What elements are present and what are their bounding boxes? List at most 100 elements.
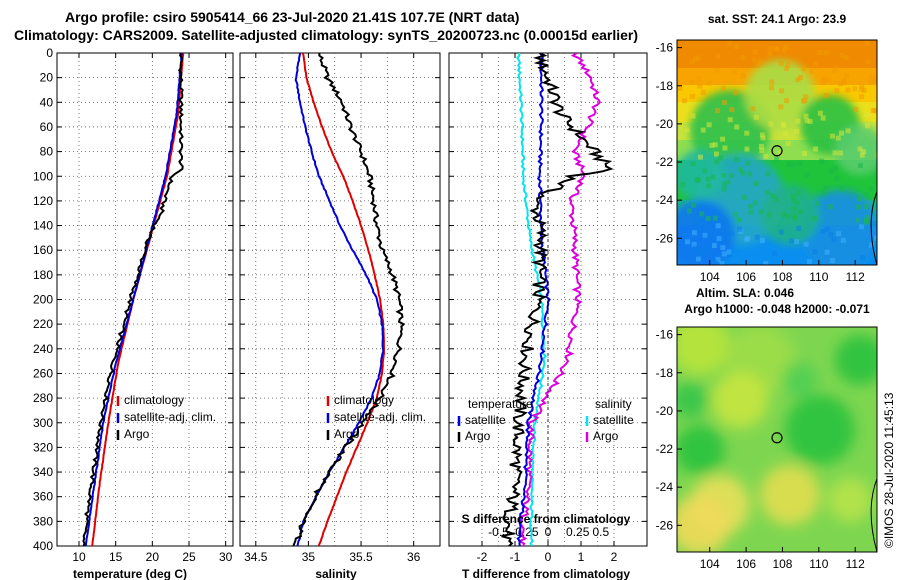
x-tick-label: 15 [109,550,123,564]
sst-pixel [834,88,840,94]
sst-pixel [771,251,777,257]
y-tick-label: 20 [40,71,54,85]
sst-pixel [697,83,703,89]
x-tick-label: 20 [146,550,160,564]
y-tick-label: 260 [33,366,53,380]
map-frame [676,326,878,553]
sla-map-title-2: Argo h1000: -0.048 h2000: -0.071 [684,302,870,316]
legend-entry: satellite-adj. clim. [124,410,216,424]
argo-location-marker [771,432,783,444]
legend-entry: climatology [334,393,394,407]
sst-pixel [705,216,711,222]
sst-pixel [702,232,708,238]
s-tick-label: 0 [545,525,552,539]
sst-pixel [721,251,727,257]
sst-pixel [863,204,869,210]
sst-pixel [769,79,775,85]
sst-pixel [804,118,810,124]
sst-pixel [689,79,695,85]
map-x-tick-label: 106 [736,270,756,284]
sst-pixel [773,196,779,202]
map-y-tick-label: -20 [656,117,674,131]
sst-pixel [704,248,710,254]
sst-pixel [734,156,740,162]
sla-blob [835,335,877,385]
sst-pixel [706,183,712,189]
map-y-tick-label: -24 [656,480,674,494]
sst-pixel [748,209,754,215]
sst-pixel [741,194,747,200]
sst-pixel [712,142,718,148]
sst-pixel [764,189,770,195]
sst-pixel [705,176,711,182]
sst-pixel [859,255,865,261]
sst-pixel [824,249,830,255]
sst-pixel [774,156,780,162]
sst-pixel [839,52,845,58]
sst-pixel [804,172,810,178]
sst-pixel [834,176,840,182]
sst-pixel [768,121,774,127]
sst-pixel [865,123,871,129]
sst-pixel [738,167,744,173]
map-x-tick-label: 108 [772,270,792,284]
legend-entry: satellite-adj. clim. [334,410,426,424]
sst-pixel [686,208,692,214]
sst-pixel [745,160,751,166]
sst-pixel [791,197,797,203]
legend-entry: Argo [334,427,360,441]
map-field [677,327,877,552]
sst-pixel [858,86,864,92]
sst-pixel [797,160,803,166]
sst-pixel [753,49,759,55]
y-tick-label: 320 [33,440,53,454]
sst-pixel [754,234,760,240]
sst-pixel [872,75,877,81]
sst-pixel [759,238,765,244]
sst-pixel [770,193,776,199]
sst-pixel [721,99,727,105]
map-field [677,40,877,265]
sst-pixel [763,261,769,265]
sst-pixel [838,130,844,136]
x-tick-label: 2 [611,550,618,564]
sst-pixel [797,74,803,80]
sst-pixel [819,158,825,164]
sst-pixel [777,150,783,156]
sst-pixel [695,256,701,262]
temperature-argo-diff-line [501,53,614,546]
sla-blob [782,362,818,398]
sst-pixel [720,245,726,251]
sst-pixel [815,200,821,206]
sst-pixel [872,108,877,114]
sst-pixel [729,107,735,113]
sst-pixel [789,238,795,244]
sst-pixel [796,225,802,231]
sst-pixel [780,121,786,127]
sst-pixel [806,259,812,265]
sst-pixel [767,50,773,56]
sst-pixel [744,146,750,152]
sst-pixel [829,133,835,139]
y-tick-label: 240 [33,342,53,356]
s-tick-label: 0.5 [592,525,609,539]
y-tick-label: 80 [40,145,54,159]
sst-pixel [843,54,849,60]
sst-pixel [828,168,834,174]
sst-pixel [690,59,696,65]
sst-pixel [729,173,735,179]
map-y-tick-label: -16 [656,328,674,342]
x-tick-label: 34.5 [244,550,268,564]
sst-pixel [813,61,819,67]
sst-pixel [740,54,746,60]
sst-pixel [763,153,769,159]
legend-entry: Argo [124,427,150,441]
sst-pixel [833,165,839,171]
sst-pixel [706,80,712,86]
map-frame [676,39,878,266]
map-x-tick-label: 104 [700,270,720,284]
sst-pixel [864,214,870,220]
sst-pixel [773,46,779,52]
sst-pixel [713,151,719,157]
